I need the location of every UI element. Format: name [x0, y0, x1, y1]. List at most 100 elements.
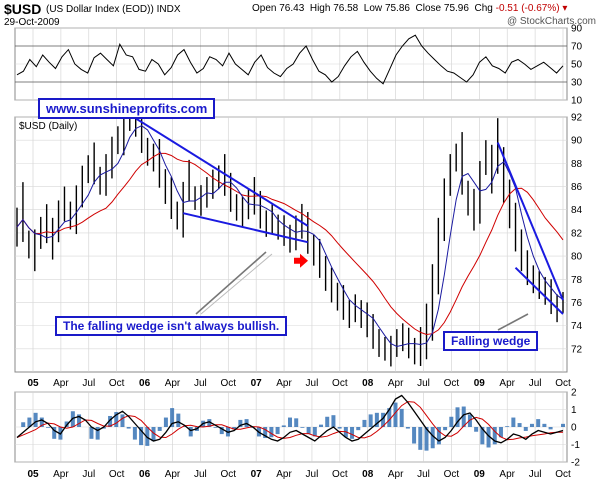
red-arrow-icon — [294, 253, 308, 268]
macd-histogram-bar — [393, 402, 398, 427]
high-value: 76.58 — [333, 3, 359, 14]
macd-y-tick-label: 1 — [571, 405, 577, 416]
brand-label: @ StockCharts.com — [506, 16, 596, 27]
macd-histogram-bar — [561, 423, 565, 427]
macd-histogram-bar — [418, 427, 423, 450]
macd-histogram-bar — [430, 427, 435, 449]
macd-histogram-bar — [281, 425, 286, 427]
macd-histogram-bar — [517, 423, 522, 427]
macd-histogram-bar — [126, 427, 131, 429]
macd-histogram-bar — [362, 419, 367, 427]
x-tick-label: 08 — [362, 378, 374, 389]
price-y-tick-label: 78 — [571, 275, 583, 286]
low-value: 75.86 — [384, 3, 410, 14]
macd-x-tick-label: Jul — [82, 469, 95, 480]
macd-y-tick-label: -1 — [571, 440, 580, 451]
macd-histogram-bar — [145, 427, 150, 446]
x-tick-label: Jul — [529, 378, 542, 389]
rsi-y-tick-label: 70 — [571, 42, 583, 53]
macd-histogram-bar — [542, 423, 547, 427]
instrument-title: (US Dollar Index (EOD)) — [46, 4, 154, 15]
macd-histogram-bar — [294, 418, 299, 427]
macd-x-tick-label: Oct — [332, 469, 348, 480]
macd-x-tick-label: Oct — [220, 469, 236, 480]
price-y-tick-label: 88 — [571, 159, 583, 170]
macd-histogram-bar — [188, 427, 193, 437]
wedge-lower-trendline — [182, 212, 309, 244]
macd-x-tick-label: 07 — [251, 469, 263, 480]
rsi-y-tick-label: 10 — [571, 96, 583, 107]
macd-x-tick-label: Jul — [417, 469, 430, 480]
macd-histogram-bar — [288, 417, 292, 427]
macd-x-tick-label: Jul — [194, 469, 207, 480]
macd-histogram-bar — [529, 423, 534, 427]
macd-histogram-bar — [455, 407, 460, 427]
website-box: www.sunshineprofits.com — [38, 98, 216, 119]
macd-histogram-bar — [461, 406, 466, 427]
macd-histogram-bar — [46, 427, 51, 428]
macd-histogram-bar — [498, 427, 503, 438]
x-tick-label: Apr — [499, 378, 515, 389]
macd-x-tick-label: 09 — [474, 469, 486, 480]
macd-y-tick-label: 0 — [571, 423, 577, 434]
price-panel-title: $USD (Daily) — [19, 121, 78, 132]
macd-histogram-bar — [412, 427, 417, 444]
macd-histogram-bar — [263, 427, 268, 439]
macd-histogram-bar — [108, 415, 113, 427]
macd-x-tick-label: 05 — [27, 469, 39, 480]
macd-histogram-bar — [374, 412, 379, 427]
annotation-pointer — [497, 313, 529, 331]
ma-long-line — [16, 152, 564, 336]
price-y-tick-label: 90 — [571, 136, 583, 147]
rsi-line — [16, 34, 564, 85]
macd-histogram-bar — [492, 427, 497, 445]
macd-histogram-bar — [449, 416, 454, 427]
macd-y-tick-label: 2 — [571, 388, 577, 399]
rsi-y-tick-label: 30 — [571, 78, 583, 89]
macd-histogram-bar — [511, 417, 516, 427]
macd-histogram-bar — [275, 427, 280, 435]
macd-histogram-bar — [486, 427, 491, 448]
x-tick-label: Oct — [444, 378, 460, 389]
price-y-tick-label: 92 — [571, 113, 583, 124]
macd-histogram-bar — [132, 427, 137, 440]
macd-histogram-bar — [306, 427, 311, 435]
annotation-wedge-note: The falling wedge isn't always bullish. — [55, 316, 288, 336]
macd-histogram-bar — [114, 412, 119, 427]
macd-histogram-bar — [182, 426, 187, 427]
macd-histogram-bar — [436, 427, 441, 445]
macd-histogram-bar — [238, 419, 243, 427]
x-tick-label: Apr — [276, 378, 292, 389]
x-tick-label: Oct — [555, 378, 571, 389]
macd-histogram-bar — [300, 427, 305, 428]
macd-histogram-bar — [312, 427, 317, 437]
macd-histogram-bar — [505, 426, 510, 427]
macd-histogram-bar — [319, 424, 324, 427]
macd-histogram-bar — [95, 427, 100, 440]
macd-histogram-bar — [325, 416, 330, 427]
macd-histogram-bar — [219, 427, 224, 435]
macd-histogram-bar — [548, 427, 553, 430]
x-tick-label: 06 — [139, 378, 151, 389]
x-tick-label: Apr — [165, 378, 181, 389]
macd-x-tick-label: Jul — [306, 469, 319, 480]
close-label: Close — [415, 3, 442, 14]
macd-histogram-bar — [101, 427, 106, 429]
macd-x-tick-label: Apr — [499, 469, 515, 480]
macd-histogram-bar — [21, 422, 26, 427]
macd-histogram-bar — [213, 427, 218, 428]
macd-line — [16, 394, 564, 444]
macd-y-tick-label: -2 — [571, 458, 580, 469]
macd-histogram-bar — [467, 414, 472, 427]
macd-x-tick-label: 08 — [362, 469, 374, 480]
macd-histogram-bar — [474, 427, 479, 432]
rsi-y-tick-label: 50 — [571, 60, 583, 71]
macd-x-tick-label: Apr — [276, 469, 292, 480]
macd-histogram-bar — [64, 421, 69, 427]
macd-histogram-bar — [77, 414, 82, 427]
open-value: 76.43 — [279, 3, 305, 14]
annotation-pointer — [200, 253, 273, 315]
macd-x-tick-label: Oct — [109, 469, 125, 480]
macd-histogram-bar — [27, 417, 32, 427]
